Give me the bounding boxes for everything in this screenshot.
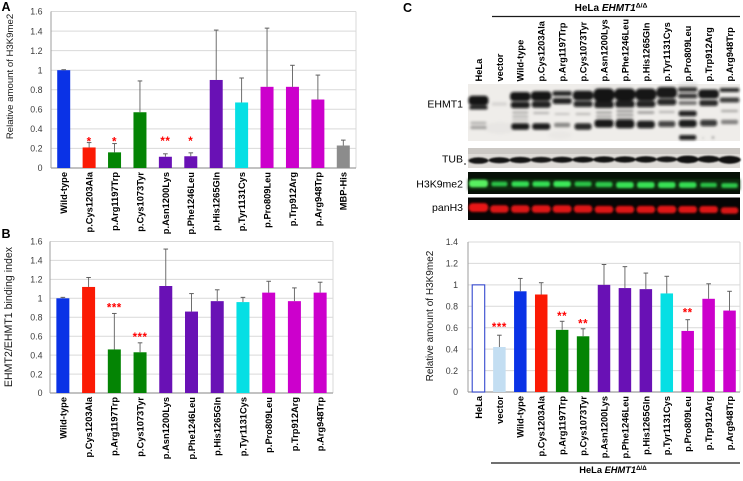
svg-text:p.Arg948Trp: p.Arg948Trp — [313, 172, 323, 227]
svg-text:0.4: 0.4 — [30, 350, 42, 360]
svg-text:p.Phe1246Leu: p.Phe1246Leu — [186, 172, 196, 235]
svg-text:p.Phe1246Leu: p.Phe1246Leu — [620, 396, 630, 459]
svg-text:1: 1 — [38, 65, 43, 75]
svg-text:1.6: 1.6 — [30, 7, 42, 17]
svg-text:p.Arg948Trp: p.Arg948Trp — [316, 397, 326, 452]
svg-text:p.Tyr1131Cys: p.Tyr1131Cys — [237, 172, 247, 231]
svg-text:vector: vector — [495, 396, 505, 424]
svg-text:1.6: 1.6 — [30, 237, 42, 247]
svg-text:HeLa: HeLa — [474, 395, 484, 419]
svg-text:p.His1265Gln: p.His1265Gln — [213, 397, 223, 456]
svg-text:*: * — [188, 136, 193, 148]
svg-text:p.Pro809Leu: p.Pro809Leu — [683, 25, 693, 81]
svg-text:p.Asn1200Lys: p.Asn1200Lys — [161, 397, 171, 459]
svg-text:0.4: 0.4 — [30, 124, 42, 134]
svg-text:0.4: 0.4 — [446, 344, 458, 354]
svg-text:p.Asn1200Lys: p.Asn1200Lys — [161, 172, 171, 234]
svg-text:p.Tyr1131Cys: p.Tyr1131Cys — [238, 397, 248, 456]
svg-text:EHMT1: EHMT1 — [427, 99, 463, 111]
svg-text:p.Cys1073Tyr: p.Cys1073Tyr — [578, 396, 588, 456]
svg-text:0.6: 0.6 — [30, 331, 42, 341]
svg-text:0: 0 — [453, 387, 458, 397]
svg-text:1.2: 1.2 — [30, 46, 42, 56]
svg-text:p.Trp912Arg: p.Trp912Arg — [288, 172, 298, 227]
svg-text:p.Arg1197Trp: p.Arg1197Trp — [110, 397, 120, 456]
svg-text:p.Trp912Arg: p.Trp912Arg — [704, 27, 714, 82]
svg-text:Wild-type: Wild-type — [516, 396, 526, 438]
svg-text:**: ** — [578, 319, 588, 331]
svg-text:0.6: 0.6 — [30, 105, 42, 115]
svg-text:p.Cys1073Tyr: p.Cys1073Tyr — [578, 21, 588, 81]
svg-text:H3K9me2: H3K9me2 — [416, 179, 463, 191]
svg-text:C: C — [403, 1, 412, 15]
svg-text:p.Arg948Trp: p.Arg948Trp — [725, 396, 735, 451]
svg-text:1.4: 1.4 — [30, 26, 42, 36]
svg-text:0.8: 0.8 — [446, 302, 458, 312]
svg-text:p.Arg1197Trp: p.Arg1197Trp — [558, 396, 568, 455]
svg-text:***: *** — [107, 303, 122, 315]
svg-text:p.His1265Gln: p.His1265Gln — [641, 22, 651, 81]
svg-text:p.Cys1203Ala: p.Cys1203Ala — [84, 396, 94, 457]
svg-text:TUB: TUB — [442, 154, 463, 166]
svg-text:*: * — [112, 137, 117, 149]
svg-text:p.Tyr1131Cys: p.Tyr1131Cys — [662, 396, 672, 455]
svg-text:p.Cys1073Tyr: p.Cys1073Tyr — [135, 397, 145, 457]
svg-text:EHMT2/EHMT1 binding index: EHMT2/EHMT1 binding index — [3, 246, 15, 387]
svg-text:p.Arg1197Trp: p.Arg1197Trp — [110, 172, 120, 231]
svg-text:1.4: 1.4 — [30, 256, 42, 266]
svg-text:p.Pro809Leu: p.Pro809Leu — [264, 397, 274, 453]
svg-text:p.Cys1073Tyr: p.Cys1073Tyr — [135, 172, 145, 232]
svg-text:p.Pro809Leu: p.Pro809Leu — [262, 172, 272, 228]
svg-text:**: ** — [557, 311, 567, 323]
svg-text:p.Arg948Trp: p.Arg948Trp — [725, 27, 735, 82]
svg-text:p.Cys1203Ala: p.Cys1203Ala — [537, 395, 547, 456]
svg-text:1.2: 1.2 — [446, 259, 458, 269]
svg-text:1: 1 — [38, 294, 43, 304]
svg-text:p.Phe1246Leu: p.Phe1246Leu — [187, 397, 197, 460]
svg-text:1.4: 1.4 — [446, 237, 458, 247]
svg-text:0.8: 0.8 — [30, 312, 42, 322]
svg-text:p.Asn1200Lys: p.Asn1200Lys — [599, 19, 609, 81]
svg-text:A: A — [2, 0, 11, 14]
svg-text:B: B — [2, 227, 11, 241]
svg-text:Wild-type: Wild-type — [59, 172, 69, 214]
svg-text:0.8: 0.8 — [30, 85, 42, 95]
svg-text:p.His1265Gln: p.His1265Gln — [641, 396, 651, 455]
svg-text:p.Asn1200Lys: p.Asn1200Lys — [599, 396, 609, 458]
svg-text:1: 1 — [453, 280, 458, 290]
svg-text:*: * — [87, 137, 92, 149]
svg-text:0.6: 0.6 — [446, 323, 458, 333]
svg-text:HeLa EHMT1Δ/Δ: HeLa EHMT1Δ/Δ — [575, 3, 648, 14]
svg-text:***: *** — [492, 322, 507, 334]
svg-text:p.Cys1203Ala: p.Cys1203Ala — [85, 171, 95, 232]
svg-text:p.Phe1246Leu: p.Phe1246Leu — [620, 19, 630, 82]
svg-text:0.2: 0.2 — [446, 366, 458, 376]
svg-text:p.His1265Gln: p.His1265Gln — [212, 172, 222, 231]
svg-text:0.2: 0.2 — [30, 369, 42, 379]
svg-text:0: 0 — [38, 163, 43, 173]
svg-text:***: *** — [133, 332, 148, 344]
svg-text:HeLa: HeLa — [474, 58, 484, 82]
svg-text:Wild-type: Wild-type — [58, 397, 68, 439]
svg-text:p.Cys1203Ala: p.Cys1203Ala — [537, 20, 547, 81]
svg-text:vector: vector — [495, 53, 505, 81]
svg-text:Relative amount of H3K9me2: Relative amount of H3K9me2 — [5, 14, 16, 139]
svg-text:HeLa EHMT1Δ/Δ: HeLa EHMT1Δ/Δ — [579, 465, 647, 475]
svg-text:**: ** — [683, 308, 693, 320]
svg-text:panH3: panH3 — [432, 202, 463, 214]
svg-text:p.Pro809Leu: p.Pro809Leu — [683, 396, 693, 452]
svg-text:1.2: 1.2 — [30, 275, 42, 285]
svg-text:0.2: 0.2 — [30, 144, 42, 154]
svg-text:p.Trp912Arg: p.Trp912Arg — [290, 397, 300, 452]
svg-text:0: 0 — [38, 388, 43, 398]
svg-text:MBP-His: MBP-His — [339, 172, 349, 210]
svg-text:p.Arg1197Trp: p.Arg1197Trp — [558, 22, 568, 81]
svg-text:Relative amount of H3K9me2: Relative amount of H3K9me2 — [425, 250, 436, 381]
svg-text:Wild-type: Wild-type — [516, 40, 526, 82]
svg-text:p.Tyr1131Cys: p.Tyr1131Cys — [662, 22, 672, 81]
svg-text:**: ** — [160, 136, 170, 148]
svg-text:p.Trp912Arg: p.Trp912Arg — [704, 396, 714, 451]
